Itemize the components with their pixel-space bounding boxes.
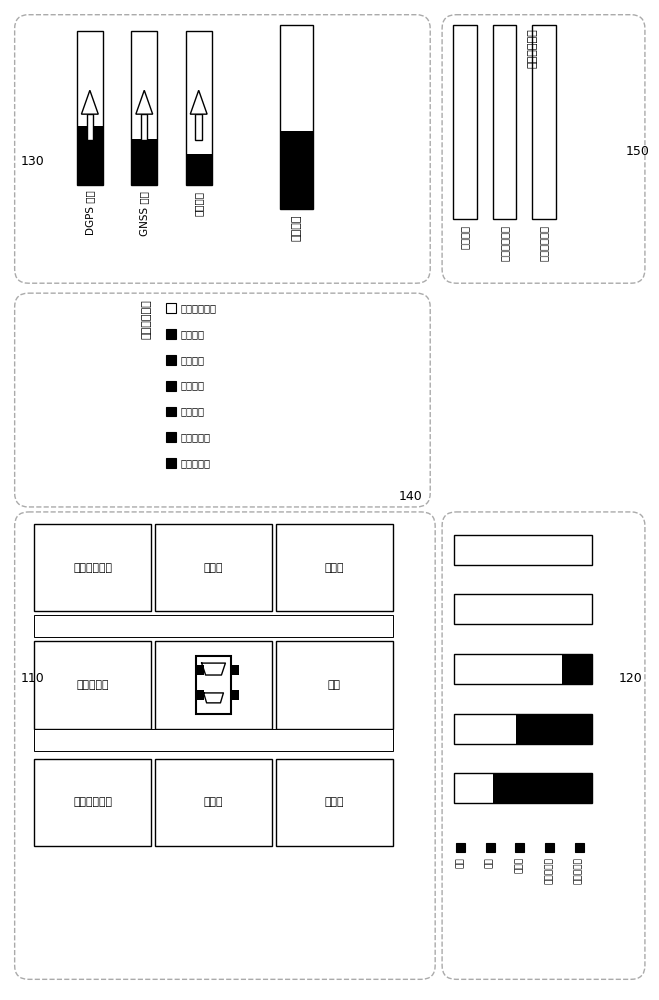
Text: 追踪路径行驶: 追踪路径行驶 [181,303,217,313]
Bar [166,407,176,416]
Text: 通过栏板: 通过栏板 [181,406,205,416]
Text: 横方向加速度: 横方向加速度 [539,225,549,261]
Text: 摄像头: 摄像头 [515,857,524,873]
Bar [155,524,272,611]
Bar [166,329,176,339]
Text: 纵方向加速度: 纵方向加速度 [500,225,509,261]
Bar [486,843,494,852]
Bar [186,154,212,185]
Text: 120: 120 [618,672,642,686]
Bar [141,114,148,140]
Text: 雷达: 雷达 [485,857,494,868]
Text: 融合传感器: 融合传感器 [574,857,583,884]
Bar [231,665,239,675]
Bar [166,303,176,313]
FancyBboxPatch shape [14,512,435,979]
FancyBboxPatch shape [442,512,645,979]
Text: 通过交叉路: 通过交叉路 [181,458,211,468]
Polygon shape [82,90,98,114]
Bar [186,31,212,185]
Bar [453,25,476,219]
Text: 躃藏行驶: 躃藏行驶 [181,329,205,339]
Bar [515,843,524,852]
Text: 从正面靠近: 从正面靠近 [76,680,109,690]
Text: 自动行驶状态: 自动行驶状态 [141,299,152,339]
Bar [34,759,151,846]
Text: 110: 110 [20,672,44,686]
Text: 出现栏板: 出现栏板 [181,381,205,391]
Text: 130: 130 [20,155,44,168]
Text: 融合测位: 融合测位 [292,215,302,241]
Text: 右侧迎面而来: 右侧迎面而来 [73,563,112,573]
Text: DGPS 状态: DGPS 状态 [85,191,95,235]
Bar [155,759,272,846]
Text: 传感器优先: 传感器优先 [544,857,554,884]
Text: 正前方: 正前方 [204,680,223,690]
FancyBboxPatch shape [442,15,645,283]
Bar [276,759,393,846]
Bar [454,773,592,803]
Bar [575,843,584,852]
Bar [196,690,204,700]
Bar [532,25,556,219]
Bar [493,773,592,803]
Bar [280,25,314,209]
Bar [280,131,314,209]
Bar [86,114,93,140]
Bar [516,714,592,744]
Bar [131,139,157,185]
Bar [456,843,465,852]
Text: 车辆行驷状态: 车辆行驷状态 [527,29,537,68]
Bar [166,381,176,391]
Text: 激光: 激光 [455,857,465,868]
FancyBboxPatch shape [14,15,430,283]
Bar [77,31,103,185]
Bar [562,654,592,684]
Text: 右前方: 右前方 [204,563,223,573]
Bar [492,25,516,219]
Text: 140: 140 [399,490,422,503]
Bar [276,641,393,729]
Polygon shape [190,90,207,114]
Text: 道路结构: 道路结构 [194,191,204,216]
Text: 转向角度: 转向角度 [460,225,470,249]
Text: 后方: 后方 [328,680,341,690]
Polygon shape [136,90,153,114]
Text: 150: 150 [626,145,650,158]
Bar [454,714,592,744]
Text: 左前方: 左前方 [204,797,223,807]
Bar [231,690,239,700]
Text: 右后方: 右后方 [324,563,344,573]
Bar [166,432,176,442]
Bar [131,31,157,185]
Bar [34,615,393,637]
Bar [34,641,151,729]
Bar [196,665,204,675]
Bar [166,458,176,468]
Text: GNSS 状态: GNSS 状态 [139,191,150,236]
Text: 左侧迎面而来: 左侧迎面而来 [73,797,112,807]
Bar [276,524,393,611]
Bar [196,656,231,714]
Bar [454,594,592,624]
Text: 紧急制动: 紧急制动 [181,355,205,365]
Bar [34,524,151,611]
Bar [77,126,103,185]
Bar [166,355,176,365]
Text: 左后方: 左后方 [324,797,344,807]
Text: 发生障碍物: 发生障碍物 [181,432,211,442]
Bar [34,729,393,751]
FancyBboxPatch shape [14,293,430,507]
Bar [454,535,592,565]
Bar [545,843,554,852]
Bar [454,654,592,684]
Bar [155,641,272,729]
Bar [196,114,202,140]
